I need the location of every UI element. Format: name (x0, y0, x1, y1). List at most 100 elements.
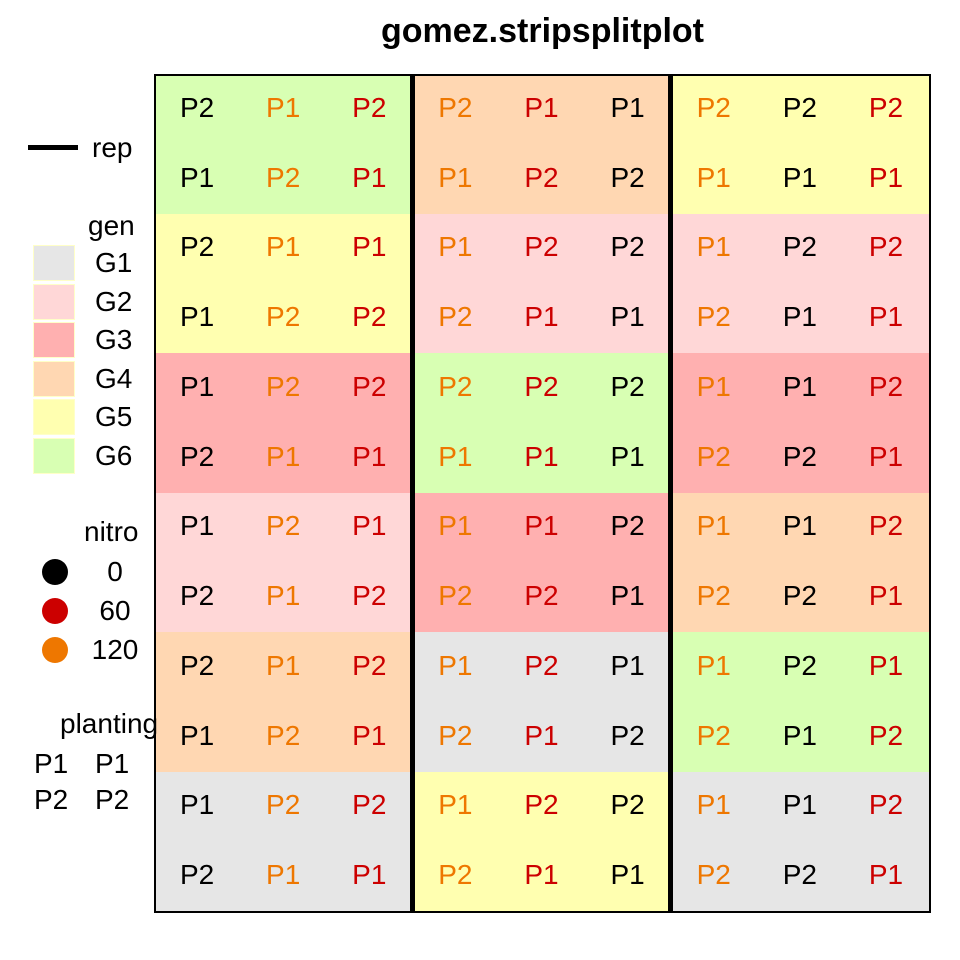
planting-label: P2 (352, 91, 387, 123)
planting-label: P2 (438, 719, 473, 751)
gen-block-g4 (412, 74, 671, 214)
planting-label: P1 (352, 859, 387, 891)
chart-title: gomez.stripsplitplot (381, 12, 704, 50)
planting-label: P2 (610, 510, 645, 542)
planting-label: P2 (524, 580, 559, 612)
planting-label: P2 (352, 301, 387, 333)
planting-label: P1 (352, 231, 387, 263)
gen-block-g3 (670, 353, 929, 493)
rep-legend-label: rep (92, 132, 133, 163)
planting-label: P1 (438, 649, 473, 681)
planting-label: P1 (696, 370, 731, 402)
gen-block-g2 (154, 492, 413, 632)
planting-label: P1 (524, 301, 559, 333)
planting-label: P2 (696, 859, 731, 891)
planting-label: P2 (696, 301, 731, 333)
planting-label: P1 (782, 719, 817, 751)
planting-label: P2 (610, 231, 645, 263)
nitro-dot-60 (42, 598, 68, 624)
planting-label: P1 (352, 510, 387, 542)
gen-legend-title: gen (88, 210, 135, 241)
planting-label: P2 (438, 370, 473, 402)
planting-label: P2 (868, 231, 904, 263)
nitro-legend-label: 60 (99, 595, 131, 626)
planting-label: P1 (266, 91, 301, 123)
planting-label: P1 (179, 719, 215, 751)
nitro-legend-title: nitro (84, 516, 139, 547)
gen-legend-label: G3 (95, 324, 133, 355)
field-plot: P2 P1 P2 P2 P1 P1 P2 P2 P2 P1 P2 P1 P1 P2 P2 P1 P1 P1 P2 P1… (154, 74, 931, 913)
planting-label: P1 (438, 440, 473, 472)
planting-label: P1 (524, 91, 559, 123)
gen-legend-label: G2 (95, 285, 133, 317)
gen-swatch-g5 (33, 399, 75, 435)
planting-label: P2 (352, 580, 387, 612)
planting-label: P2 (179, 859, 215, 891)
gen-legend-label: G5 (95, 401, 133, 432)
planting-legend-title: planting (60, 708, 159, 739)
planting-label: P2 (179, 231, 215, 263)
planting-label: P1 (524, 859, 559, 891)
planting-label: P2 (352, 370, 387, 402)
planting-label: P1 (610, 859, 645, 891)
planting-label: P2 (266, 161, 301, 193)
planting-label: P1 (696, 649, 731, 681)
nitro-legend-label: 120 (91, 634, 139, 665)
planting-label: P2 (782, 649, 817, 681)
planting-label: P2 (610, 719, 645, 751)
gen-block-g6 (154, 74, 413, 214)
planting-label: P1 (868, 580, 904, 612)
gen-legend-label: G4 (95, 362, 133, 394)
planting-label: P1 (782, 510, 817, 542)
planting-label: P1 (438, 231, 473, 263)
planting-label: P1 (610, 440, 645, 472)
gen-block-g1 (670, 771, 929, 911)
planting-label: P2 (179, 580, 215, 612)
planting-label: P1 (179, 510, 215, 542)
planting-label: P2 (266, 789, 301, 821)
planting-label: P1 (868, 301, 904, 333)
planting-label: P1 (868, 440, 904, 472)
gen-block-g4 (670, 492, 929, 632)
planting-label: P2 (868, 510, 904, 542)
planting-label: P1 (438, 510, 473, 542)
planting-label: P1 (266, 440, 301, 472)
rep-boundary-line (668, 74, 674, 911)
nitro-legend-label: 0 (107, 556, 123, 587)
planting-legend-label: P2 (95, 784, 130, 815)
gen-block-g2 (670, 213, 929, 353)
planting-label: P2 (352, 789, 387, 821)
gen-block-g5 (154, 213, 413, 353)
planting-label: P1 (266, 580, 301, 612)
planting-label: P2 (179, 91, 215, 123)
planting-label: P2 (610, 161, 645, 193)
planting-label: P1 (696, 231, 731, 263)
gen-block-g6 (412, 353, 671, 493)
planting-label: P1 (868, 161, 904, 193)
planting-label: P1 (352, 440, 387, 472)
planting-label: P2 (868, 789, 904, 821)
planting-label: P2 (782, 859, 817, 891)
planting-label: P1 (352, 161, 387, 193)
gen-block-g5 (670, 74, 929, 214)
gen-swatch-g6 (33, 437, 75, 474)
planting-label: P2 (438, 859, 473, 891)
planting-label: P1 (438, 789, 473, 821)
planting-label: P2 (868, 91, 904, 123)
planting-label: P2 (696, 91, 731, 123)
planting-label: P2 (868, 370, 904, 402)
planting-label: P2 (524, 649, 559, 681)
planting-label: P2 (179, 649, 215, 681)
nitro-dot-0 (42, 559, 68, 585)
planting-label: P2 (524, 231, 559, 263)
planting-label: P1 (438, 161, 473, 193)
gen-swatch-g1 (33, 245, 75, 281)
planting-label: P1 (610, 580, 645, 612)
planting-label: P2 (524, 789, 559, 821)
planting-label: P2 (266, 719, 301, 751)
planting-label: P1 (524, 510, 559, 542)
gen-block-g3 (412, 492, 671, 632)
gen-legend-label: G1 (95, 247, 133, 278)
planting-label: P2 (696, 580, 731, 612)
planting-label: P1 (179, 301, 215, 333)
